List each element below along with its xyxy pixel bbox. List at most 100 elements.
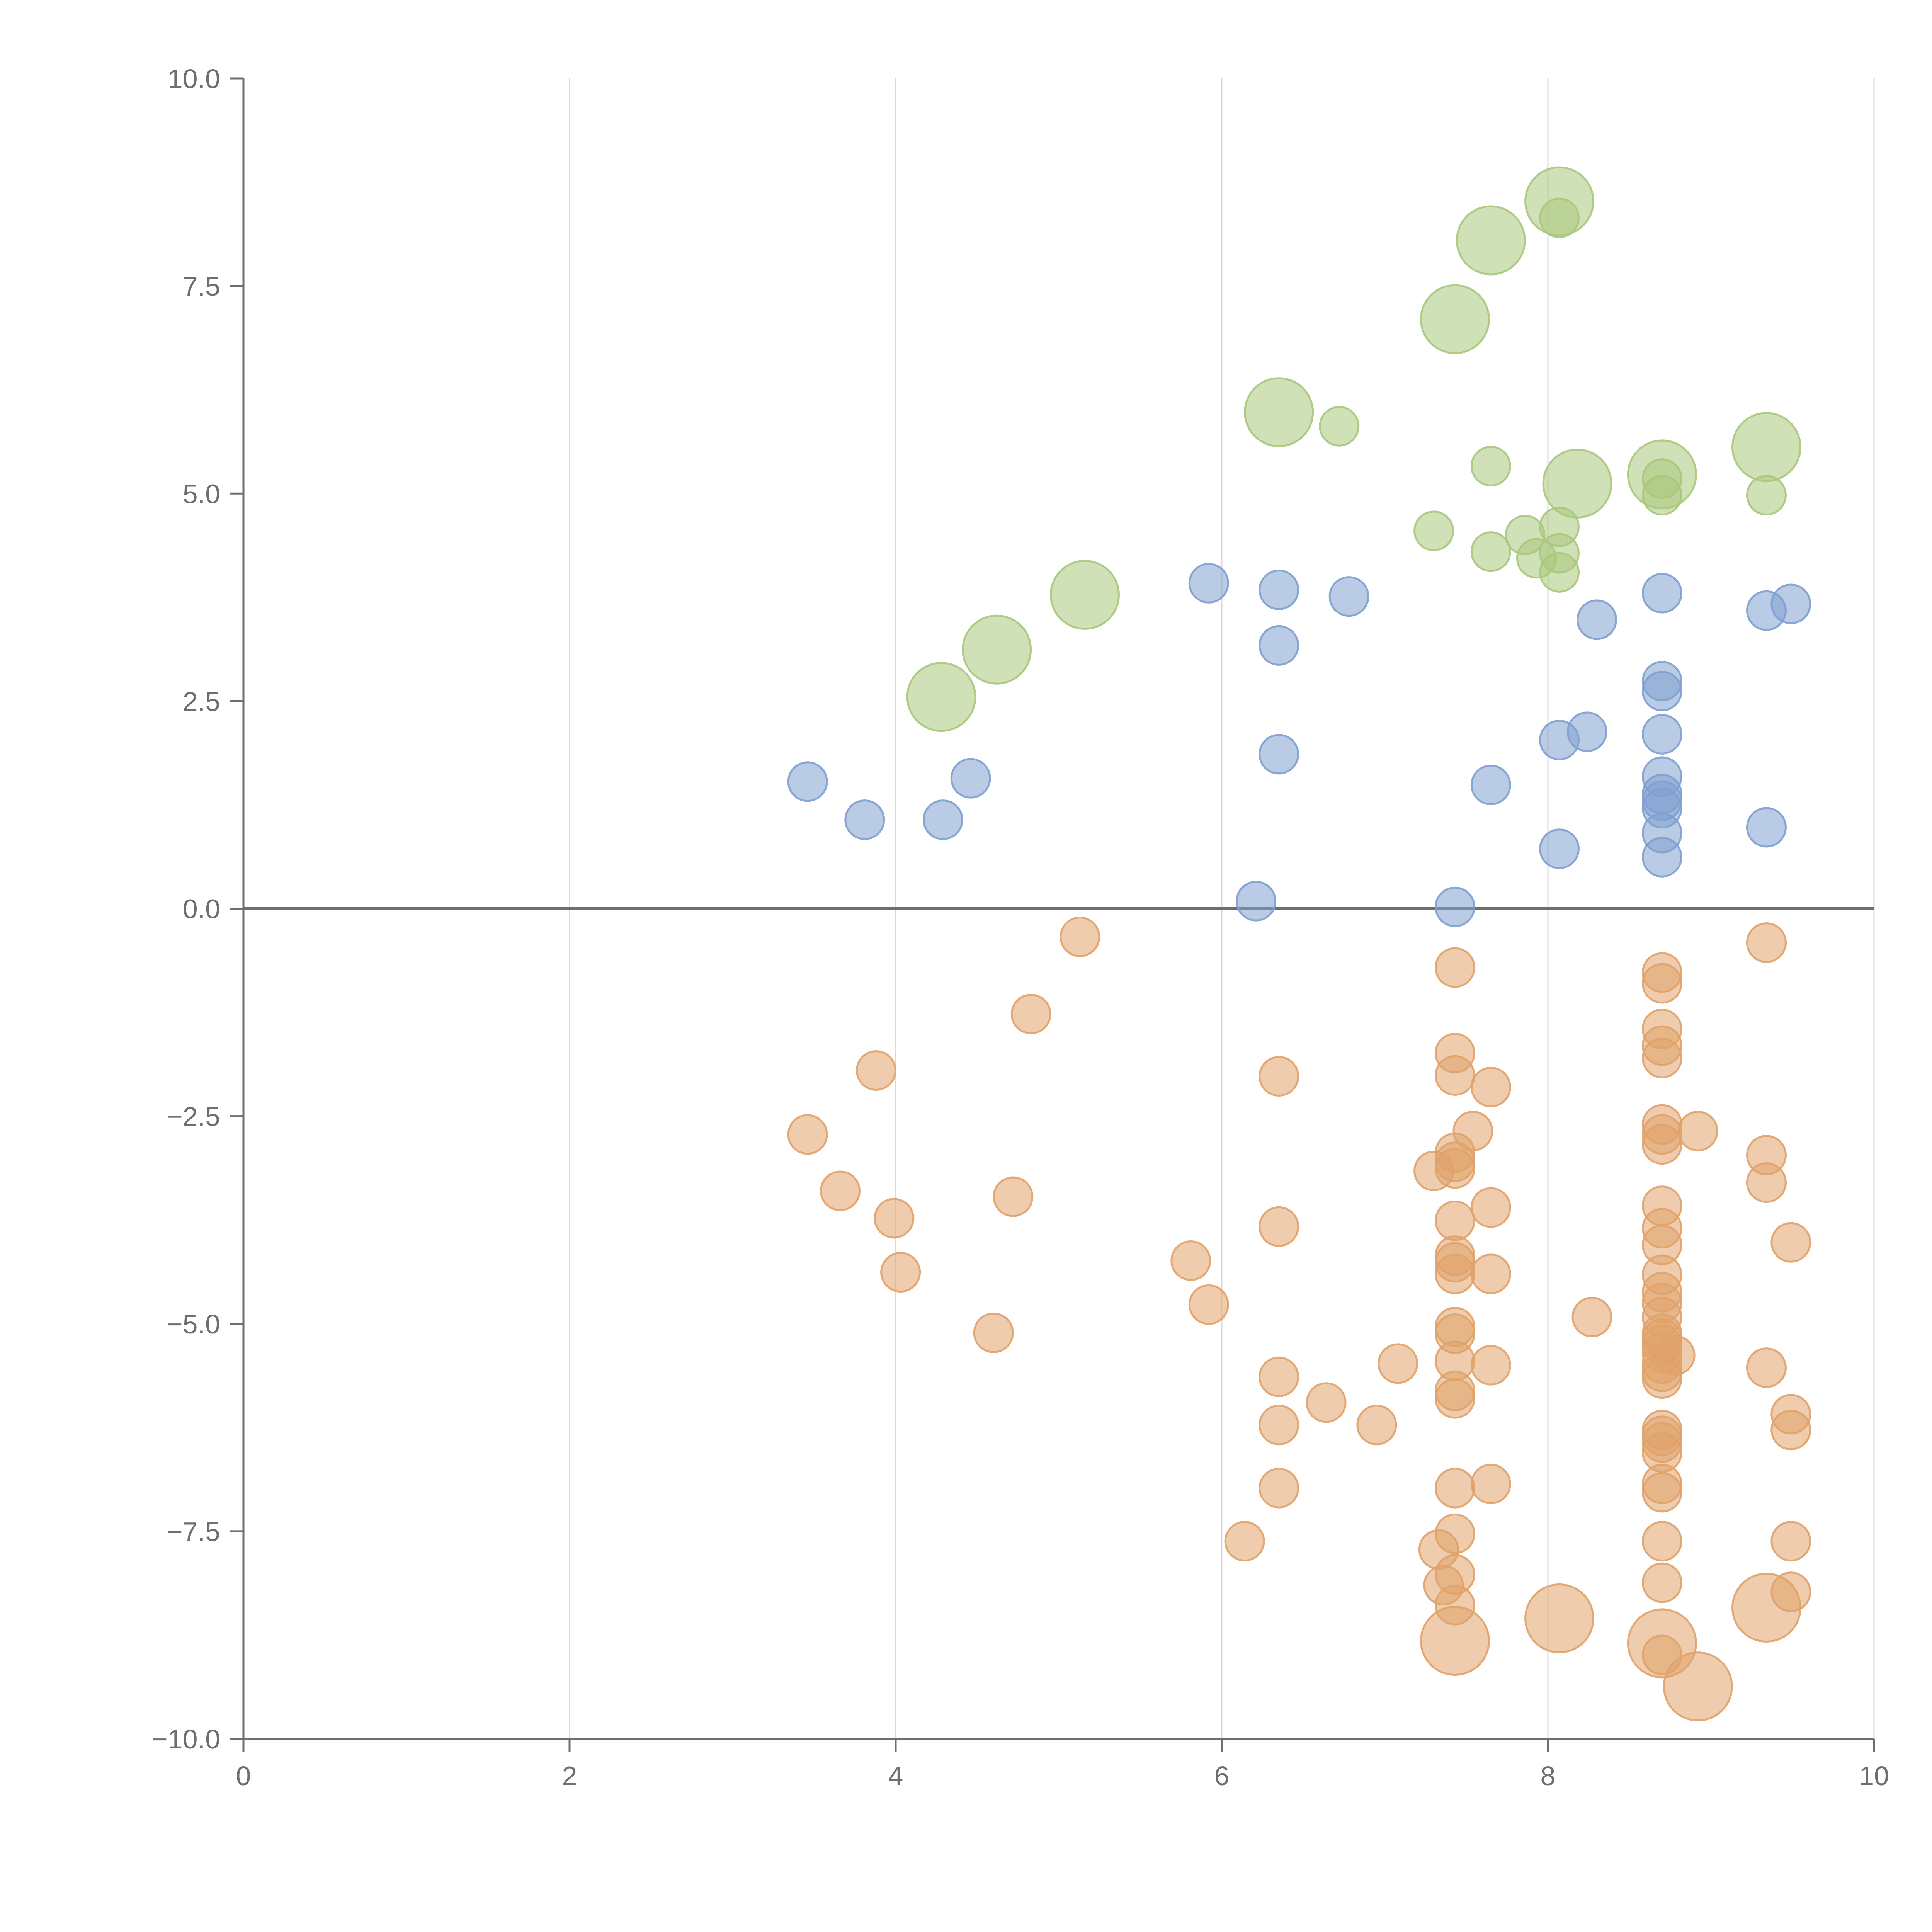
blue-point xyxy=(1641,671,1682,712)
blue-point xyxy=(1566,711,1607,752)
green-point xyxy=(1539,552,1580,593)
green-point xyxy=(1731,412,1801,482)
green-point xyxy=(962,614,1032,685)
orange-point xyxy=(1746,922,1787,963)
blue-point xyxy=(1328,576,1369,617)
blue-point xyxy=(1770,583,1811,624)
orange-point xyxy=(1746,1347,1787,1388)
y-tick-label: 5.0 xyxy=(183,479,220,509)
green-point xyxy=(1641,475,1682,516)
blue-point xyxy=(1188,563,1229,604)
blue-point xyxy=(844,799,885,840)
orange-point xyxy=(1641,1472,1682,1513)
green-point xyxy=(1470,531,1511,572)
y-tick-label: 2.5 xyxy=(183,686,220,716)
y-tick-label: 10.0 xyxy=(168,64,220,94)
blue-point xyxy=(1539,828,1580,869)
orange-point xyxy=(1746,1162,1787,1203)
x-tick-label: 4 xyxy=(888,1761,903,1791)
orange-point xyxy=(1770,1571,1811,1612)
orange-point xyxy=(1259,1468,1299,1509)
orange-point xyxy=(1641,1562,1682,1603)
axes: 0 2 4 6 8 10 −10.0 −7.5 −5.0 −2.5 0.0 2.5 5.0 7.5 10.0 xyxy=(152,64,1889,1791)
x-tick-label: 2 xyxy=(562,1761,577,1791)
blue-point xyxy=(950,758,991,799)
blue-point xyxy=(1259,625,1299,666)
blue-point xyxy=(1434,886,1475,927)
x-tick-label: 8 xyxy=(1541,1761,1556,1791)
orange-point xyxy=(820,1170,861,1211)
green-point xyxy=(1539,197,1580,238)
y-tick-label: −7.5 xyxy=(167,1517,220,1547)
orange-point xyxy=(787,1114,828,1155)
orange-point xyxy=(1770,1521,1811,1562)
orange-point xyxy=(1188,1284,1229,1325)
blue-point xyxy=(1577,599,1617,640)
blue-point xyxy=(922,799,963,840)
x-tick-label: 10 xyxy=(1859,1761,1889,1791)
orange-point xyxy=(1770,1410,1811,1451)
y-tick-label: 0.0 xyxy=(183,894,220,924)
orange-point xyxy=(855,1050,896,1091)
orange-point xyxy=(1470,1066,1511,1107)
blue-point xyxy=(1470,764,1511,805)
blue-point xyxy=(1641,837,1682,878)
green-point xyxy=(1319,406,1360,447)
orange-point xyxy=(1677,1111,1718,1151)
orange-point xyxy=(1470,1253,1511,1294)
orange-point xyxy=(1470,1187,1511,1228)
green-point xyxy=(906,662,976,732)
orange-point xyxy=(1060,917,1100,957)
x-tick-label: 6 xyxy=(1214,1761,1230,1791)
green-point xyxy=(1420,284,1490,354)
blue-point xyxy=(787,761,828,802)
x-tick-label: 0 xyxy=(236,1761,251,1791)
orange-point xyxy=(1663,1651,1733,1722)
data-points xyxy=(787,166,1811,1722)
orange-point xyxy=(1259,1356,1299,1397)
orange-point xyxy=(1655,1335,1696,1376)
orange-point xyxy=(880,1252,921,1293)
orange-point xyxy=(1420,1605,1490,1676)
orange-point xyxy=(1434,1200,1475,1241)
blue-point xyxy=(1259,569,1299,610)
y-tick-label: −10.0 xyxy=(152,1724,220,1754)
orange-point xyxy=(1470,1345,1511,1386)
y-tick-label: −2.5 xyxy=(167,1102,220,1132)
orange-point xyxy=(1770,1222,1811,1263)
y-tick-label: 7.5 xyxy=(183,271,220,301)
orange-point xyxy=(874,1198,915,1239)
blue-point xyxy=(1259,734,1299,775)
orange-point xyxy=(1259,1056,1299,1097)
orange-point xyxy=(1434,1253,1475,1294)
green-point xyxy=(1244,377,1314,447)
orange-point xyxy=(1641,1124,1682,1165)
orange-point xyxy=(1434,1055,1475,1096)
orange-point xyxy=(1356,1405,1397,1446)
blue-point xyxy=(1746,807,1787,848)
orange-point xyxy=(1259,1405,1299,1446)
blue-point xyxy=(1641,573,1682,614)
orange-point xyxy=(1641,1521,1682,1562)
green-point xyxy=(1542,448,1612,519)
blue-point xyxy=(1236,881,1277,922)
orange-point xyxy=(1434,947,1475,988)
green-point xyxy=(1470,446,1511,486)
orange-point xyxy=(1434,1468,1475,1509)
orange-point xyxy=(1224,1521,1265,1562)
orange-point xyxy=(1170,1240,1211,1281)
orange-point xyxy=(1434,1513,1475,1554)
orange-point xyxy=(1571,1297,1612,1338)
blue-point xyxy=(1641,714,1682,755)
orange-point xyxy=(1641,963,1682,1004)
y-tick-label: −5.0 xyxy=(167,1309,220,1339)
orange-point xyxy=(1378,1343,1418,1384)
green-point xyxy=(1050,560,1120,630)
orange-point xyxy=(1259,1206,1299,1247)
orange-point xyxy=(1434,1148,1475,1189)
orange-point xyxy=(973,1312,1014,1353)
orange-point xyxy=(1524,1583,1595,1653)
green-point xyxy=(1413,510,1454,551)
orange-point xyxy=(1641,1037,1682,1078)
orange-point xyxy=(1434,1378,1475,1419)
